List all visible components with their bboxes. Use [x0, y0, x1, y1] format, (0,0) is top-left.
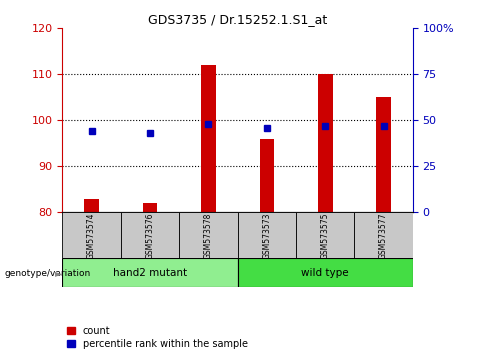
- Bar: [62, 212, 121, 258]
- Bar: [238, 212, 296, 258]
- Text: GSM573576: GSM573576: [145, 212, 155, 259]
- Text: GSM573575: GSM573575: [321, 212, 330, 259]
- Bar: [376, 97, 391, 212]
- Text: GSM573573: GSM573573: [262, 212, 271, 259]
- Title: GDS3735 / Dr.15252.1.S1_at: GDS3735 / Dr.15252.1.S1_at: [148, 13, 327, 26]
- Bar: [121, 212, 179, 258]
- Bar: [62, 258, 238, 287]
- Text: GSM573577: GSM573577: [379, 212, 388, 259]
- Bar: [201, 65, 216, 212]
- Bar: [238, 258, 413, 287]
- Text: ►: ►: [55, 268, 63, 278]
- Bar: [84, 199, 99, 212]
- Text: hand2 mutant: hand2 mutant: [113, 268, 187, 278]
- Bar: [143, 203, 157, 212]
- Text: wild type: wild type: [301, 268, 349, 278]
- Legend: count, percentile rank within the sample: count, percentile rank within the sample: [67, 326, 248, 349]
- Bar: [318, 74, 333, 212]
- Text: genotype/variation: genotype/variation: [5, 269, 91, 278]
- Text: GSM573578: GSM573578: [204, 212, 213, 259]
- Bar: [179, 212, 238, 258]
- Bar: [354, 212, 413, 258]
- Bar: [296, 212, 354, 258]
- Text: GSM573574: GSM573574: [87, 212, 96, 259]
- Bar: [260, 139, 274, 212]
